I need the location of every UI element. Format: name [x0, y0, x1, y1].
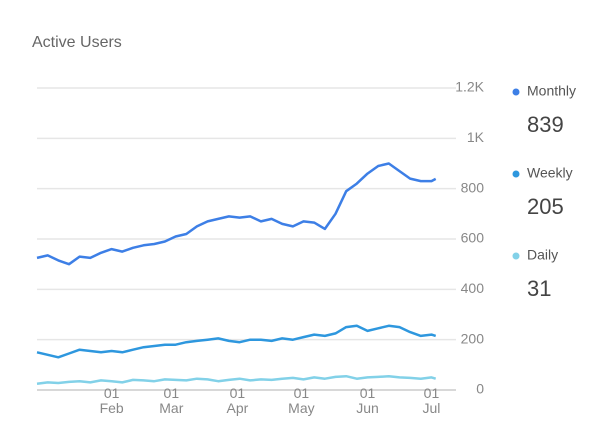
y-tick-label: 200: [461, 330, 485, 346]
legend-label: Monthly: [527, 83, 576, 99]
y-tick-label: 400: [461, 280, 485, 296]
legend-value: 31: [527, 276, 551, 301]
y-tick-label: 600: [461, 230, 485, 246]
chart-title: Active Users: [32, 34, 122, 51]
x-tick-label: 01 May: [288, 385, 315, 416]
legend-marker: [512, 252, 520, 260]
y-tick-label: 1K: [467, 129, 485, 145]
x-tick-label: 01 Feb: [99, 385, 124, 416]
x-tick-label: 01 Jun: [356, 385, 379, 416]
legend-marker: [512, 170, 520, 178]
legend-marker: [512, 88, 520, 96]
y-tick-label: 1.2K: [455, 79, 484, 95]
legend-value: 205: [527, 194, 564, 219]
line: [36, 374, 437, 385]
line: [36, 324, 437, 359]
y-tick-label: 800: [461, 179, 485, 195]
y-tick-label: 0: [476, 381, 484, 397]
x-tick-label: 01 Apr: [226, 385, 249, 416]
legend-label: Daily: [527, 247, 558, 263]
line: [36, 162, 437, 266]
x-tick-label: 01 Jul: [422, 385, 441, 416]
x-tick-label: 01 Mar: [159, 385, 184, 416]
legend-value: 839: [527, 112, 564, 137]
legend-label: Weekly: [527, 165, 573, 181]
